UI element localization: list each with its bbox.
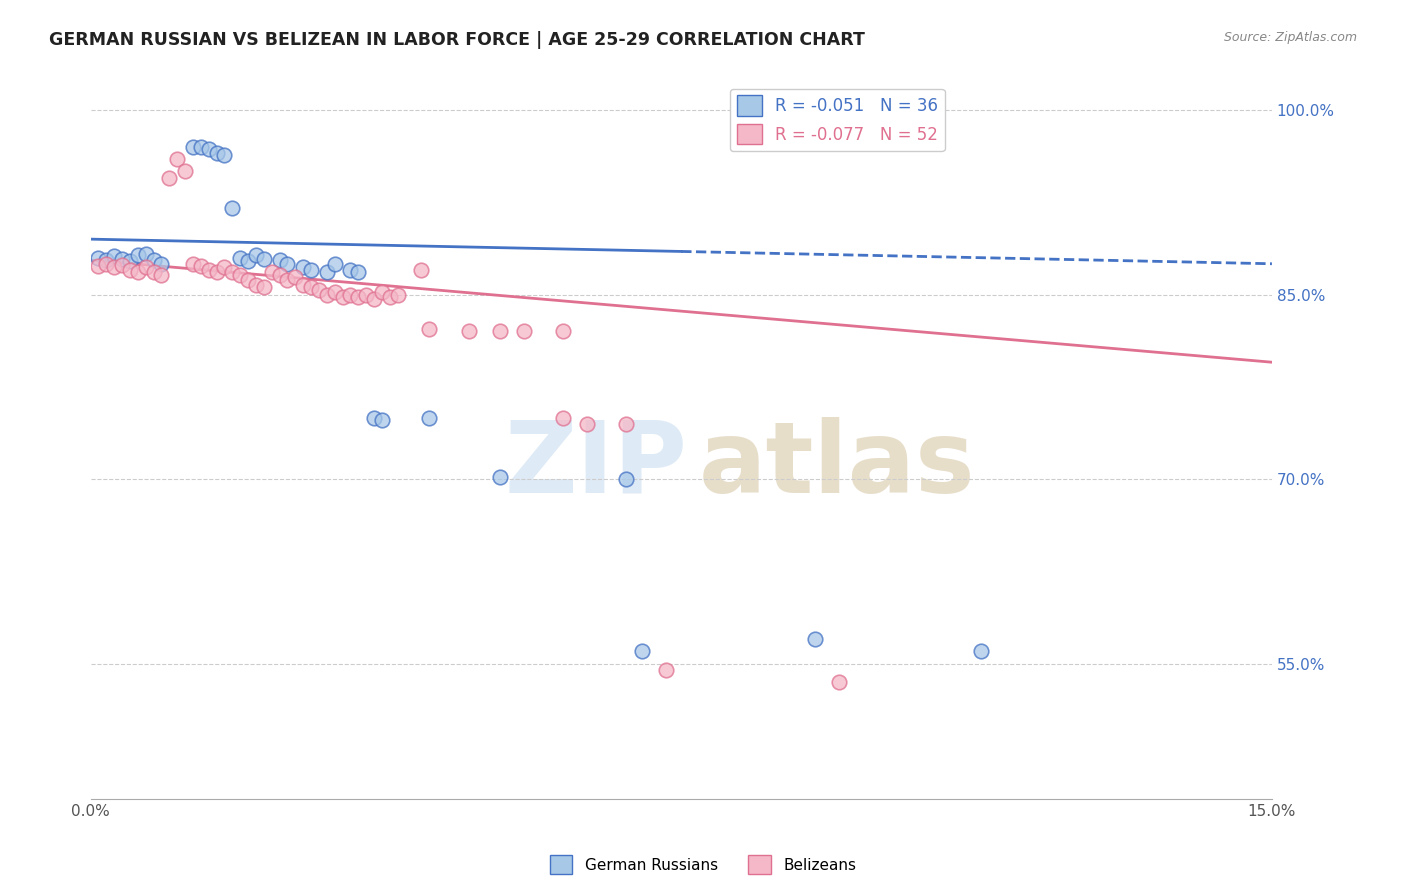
Point	[142, 253, 165, 268]
Point	[418, 410, 440, 425]
Point	[214, 260, 236, 275]
Text: GERMAN RUSSIAN VS BELIZEAN IN LABOR FORCE | AGE 25-29 CORRELATION CHART: GERMAN RUSSIAN VS BELIZEAN IN LABOR FORC…	[49, 31, 865, 49]
Point	[127, 265, 149, 279]
Point	[299, 263, 322, 277]
Point	[284, 270, 307, 285]
Point	[363, 293, 385, 307]
Text: atlas: atlas	[699, 417, 976, 514]
Point	[553, 410, 575, 425]
Point	[299, 280, 322, 294]
Point	[118, 254, 141, 268]
Point	[253, 280, 276, 294]
Legend: R = -0.051   N = 36, R = -0.077   N = 52: R = -0.051 N = 36, R = -0.077 N = 52	[730, 88, 945, 151]
Point	[614, 472, 637, 486]
Point	[276, 257, 298, 271]
Text: ZIP: ZIP	[505, 417, 688, 514]
Point	[489, 325, 512, 339]
Point	[245, 277, 267, 292]
Point	[190, 140, 212, 154]
Point	[371, 285, 394, 299]
Point	[221, 265, 243, 279]
Point	[253, 252, 276, 266]
Point	[489, 469, 512, 483]
Point	[214, 148, 236, 162]
Point	[308, 283, 330, 297]
Point	[181, 257, 204, 271]
Point	[269, 253, 291, 268]
Point	[411, 263, 433, 277]
Point	[221, 202, 243, 216]
Point	[142, 265, 165, 279]
Point	[614, 417, 637, 431]
Point	[190, 259, 212, 273]
Point	[127, 248, 149, 262]
Point	[315, 265, 337, 279]
Point	[575, 417, 598, 431]
Point	[166, 152, 188, 166]
Point	[157, 170, 180, 185]
Point	[260, 265, 283, 279]
Point	[111, 252, 134, 266]
Point	[631, 644, 654, 658]
Point	[236, 273, 259, 287]
Point	[111, 258, 134, 272]
Point	[229, 251, 252, 265]
Point	[135, 247, 157, 261]
Point	[292, 260, 315, 275]
Point	[804, 632, 827, 647]
Point	[174, 164, 197, 178]
Point	[363, 410, 385, 425]
Point	[969, 644, 991, 658]
Point	[197, 142, 219, 156]
Point	[553, 325, 575, 339]
Legend: German Russians, Belizeans: German Russians, Belizeans	[543, 849, 863, 880]
Point	[150, 257, 173, 271]
Point	[103, 260, 125, 275]
Point	[276, 273, 298, 287]
Point	[315, 287, 337, 301]
Point	[828, 675, 851, 690]
Point	[87, 251, 110, 265]
Point	[96, 257, 118, 271]
Point	[339, 263, 361, 277]
Point	[339, 287, 361, 301]
Point	[150, 268, 173, 282]
Point	[387, 287, 409, 301]
Point	[269, 268, 291, 282]
Point	[236, 254, 259, 268]
Point	[323, 257, 346, 271]
Point	[347, 290, 370, 304]
Point	[457, 325, 479, 339]
Point	[654, 663, 676, 677]
Point	[378, 290, 401, 304]
Point	[245, 248, 267, 262]
Point	[103, 249, 125, 263]
Point	[205, 146, 228, 161]
Point	[229, 268, 252, 282]
Point	[418, 322, 440, 336]
Point	[87, 259, 110, 273]
Point	[181, 140, 204, 154]
Point	[513, 325, 536, 339]
Point	[118, 263, 141, 277]
Point	[205, 265, 228, 279]
Point	[292, 277, 315, 292]
Point	[197, 263, 219, 277]
Point	[96, 253, 118, 268]
Point	[347, 265, 370, 279]
Point	[323, 285, 346, 299]
Point	[371, 413, 394, 427]
Text: Source: ZipAtlas.com: Source: ZipAtlas.com	[1223, 31, 1357, 45]
Point	[332, 290, 354, 304]
Point	[135, 260, 157, 275]
Point	[354, 287, 377, 301]
